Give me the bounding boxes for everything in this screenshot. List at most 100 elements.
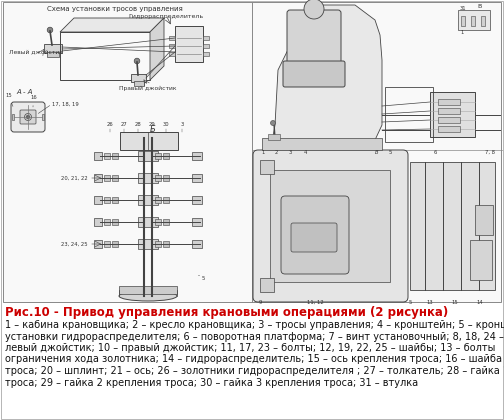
- Polygon shape: [60, 18, 164, 32]
- Bar: [163, 219, 169, 225]
- Bar: [410, 162, 495, 290]
- Bar: [42, 114, 44, 120]
- Text: 6: 6: [433, 150, 436, 155]
- Text: Б: Б: [150, 126, 156, 134]
- Bar: [192, 240, 202, 248]
- Bar: [163, 197, 169, 203]
- Text: 4: 4: [303, 150, 307, 155]
- Text: 26: 26: [107, 122, 113, 127]
- Bar: [138, 151, 158, 161]
- Bar: [458, 10, 490, 30]
- Bar: [169, 52, 175, 56]
- Text: Правый джойстик: Правый джойстик: [119, 85, 177, 91]
- Bar: [430, 92, 475, 137]
- Bar: [461, 16, 465, 26]
- Bar: [120, 132, 178, 150]
- Bar: [112, 219, 118, 225]
- Text: 3: 3: [288, 150, 292, 155]
- Bar: [385, 87, 433, 142]
- Bar: [94, 240, 102, 248]
- Bar: [438, 117, 460, 123]
- Bar: [94, 152, 102, 160]
- Bar: [112, 197, 118, 203]
- Text: 2: 2: [274, 150, 278, 155]
- Bar: [134, 81, 144, 86]
- Bar: [169, 36, 175, 40]
- FancyBboxPatch shape: [20, 110, 36, 124]
- Circle shape: [27, 116, 30, 118]
- Text: 5: 5: [408, 300, 412, 305]
- Bar: [163, 175, 169, 181]
- Bar: [119, 286, 177, 294]
- FancyBboxPatch shape: [291, 223, 337, 252]
- Bar: [155, 175, 161, 181]
- Bar: [131, 74, 146, 82]
- Circle shape: [271, 121, 276, 126]
- Bar: [260, 160, 274, 174]
- Text: троса; 29 – гайка 2 крепления троса; 30 – гайка 3 крепления троса; 31 – втулка: троса; 29 – гайка 2 крепления троса; 30 …: [5, 378, 418, 388]
- Bar: [262, 138, 382, 150]
- Bar: [94, 218, 102, 226]
- Text: 1 – кабина крановщика; 2 – кресло крановщика; 3 – тросы управления; 4 – кронштей: 1 – кабина крановщика; 2 – кресло кранов…: [5, 320, 504, 330]
- Text: 30: 30: [163, 122, 169, 127]
- Bar: [192, 218, 202, 226]
- FancyBboxPatch shape: [253, 150, 408, 302]
- Text: 5: 5: [388, 150, 392, 155]
- Circle shape: [304, 0, 324, 19]
- Text: троса; 20 – шплинт; 21 – ось; 26 – золотники гидрораспределителя ; 27 – толкател: троса; 20 – шплинт; 21 – ось; 26 – золот…: [5, 366, 504, 376]
- Bar: [438, 126, 460, 132]
- Text: 1: 1: [460, 29, 463, 34]
- Text: В: В: [478, 5, 482, 10]
- Text: 27: 27: [120, 122, 128, 127]
- Bar: [155, 197, 161, 203]
- Bar: [94, 196, 102, 204]
- Bar: [475, 205, 493, 235]
- Text: 23, 24, 25: 23, 24, 25: [61, 241, 88, 247]
- Bar: [138, 239, 158, 249]
- Text: 11, 12: 11, 12: [306, 300, 324, 305]
- Text: 15: 15: [5, 93, 13, 106]
- Text: левый джойстик; 10 – правый джойстик; 11, 17, 23 – болты; 12, 19, 22, 25 – шайбы: левый джойстик; 10 – правый джойстик; 11…: [5, 343, 495, 353]
- Circle shape: [47, 27, 53, 33]
- Text: установки гидрораспределителя; 6 – поворотная платформа; 7 – винт установочный; : установки гидрораспределителя; 6 – повор…: [5, 331, 504, 341]
- Bar: [203, 36, 209, 40]
- Text: 14: 14: [477, 300, 483, 305]
- Bar: [104, 153, 110, 159]
- FancyBboxPatch shape: [283, 61, 345, 87]
- Bar: [138, 217, 158, 227]
- Text: 3: 3: [180, 122, 183, 127]
- Text: 17, 18, 19: 17, 18, 19: [52, 102, 79, 107]
- Circle shape: [134, 58, 140, 64]
- Bar: [104, 219, 110, 225]
- Text: 31: 31: [460, 5, 467, 10]
- Bar: [163, 153, 169, 159]
- Bar: [3, 2, 501, 302]
- Text: 5: 5: [202, 276, 205, 281]
- Bar: [470, 240, 492, 280]
- Ellipse shape: [119, 291, 177, 301]
- Bar: [60, 32, 150, 80]
- Text: 7, 8: 7, 8: [485, 150, 495, 155]
- Text: 20, 21, 22: 20, 21, 22: [61, 176, 88, 181]
- Text: 9: 9: [259, 300, 262, 305]
- Bar: [471, 16, 475, 26]
- Bar: [155, 219, 161, 225]
- Bar: [104, 241, 110, 247]
- Text: ограничения хода золотника; 14 – гидрораспределитель; 15 – ось крепления троса; : ограничения хода золотника; 14 – гидрора…: [5, 354, 504, 365]
- Bar: [104, 175, 110, 181]
- Text: 15: 15: [452, 300, 458, 305]
- Text: A - A: A - A: [17, 89, 33, 95]
- Bar: [138, 195, 158, 205]
- Bar: [203, 52, 209, 56]
- Text: 1: 1: [261, 150, 265, 155]
- Bar: [192, 174, 202, 182]
- Bar: [104, 197, 110, 203]
- Bar: [47, 52, 59, 57]
- Bar: [169, 44, 175, 48]
- Polygon shape: [262, 5, 382, 150]
- Bar: [270, 170, 390, 282]
- Text: Гидрораспределитель: Гидрораспределитель: [129, 14, 204, 19]
- Bar: [163, 241, 169, 247]
- Bar: [192, 152, 202, 160]
- Text: 29: 29: [149, 122, 155, 127]
